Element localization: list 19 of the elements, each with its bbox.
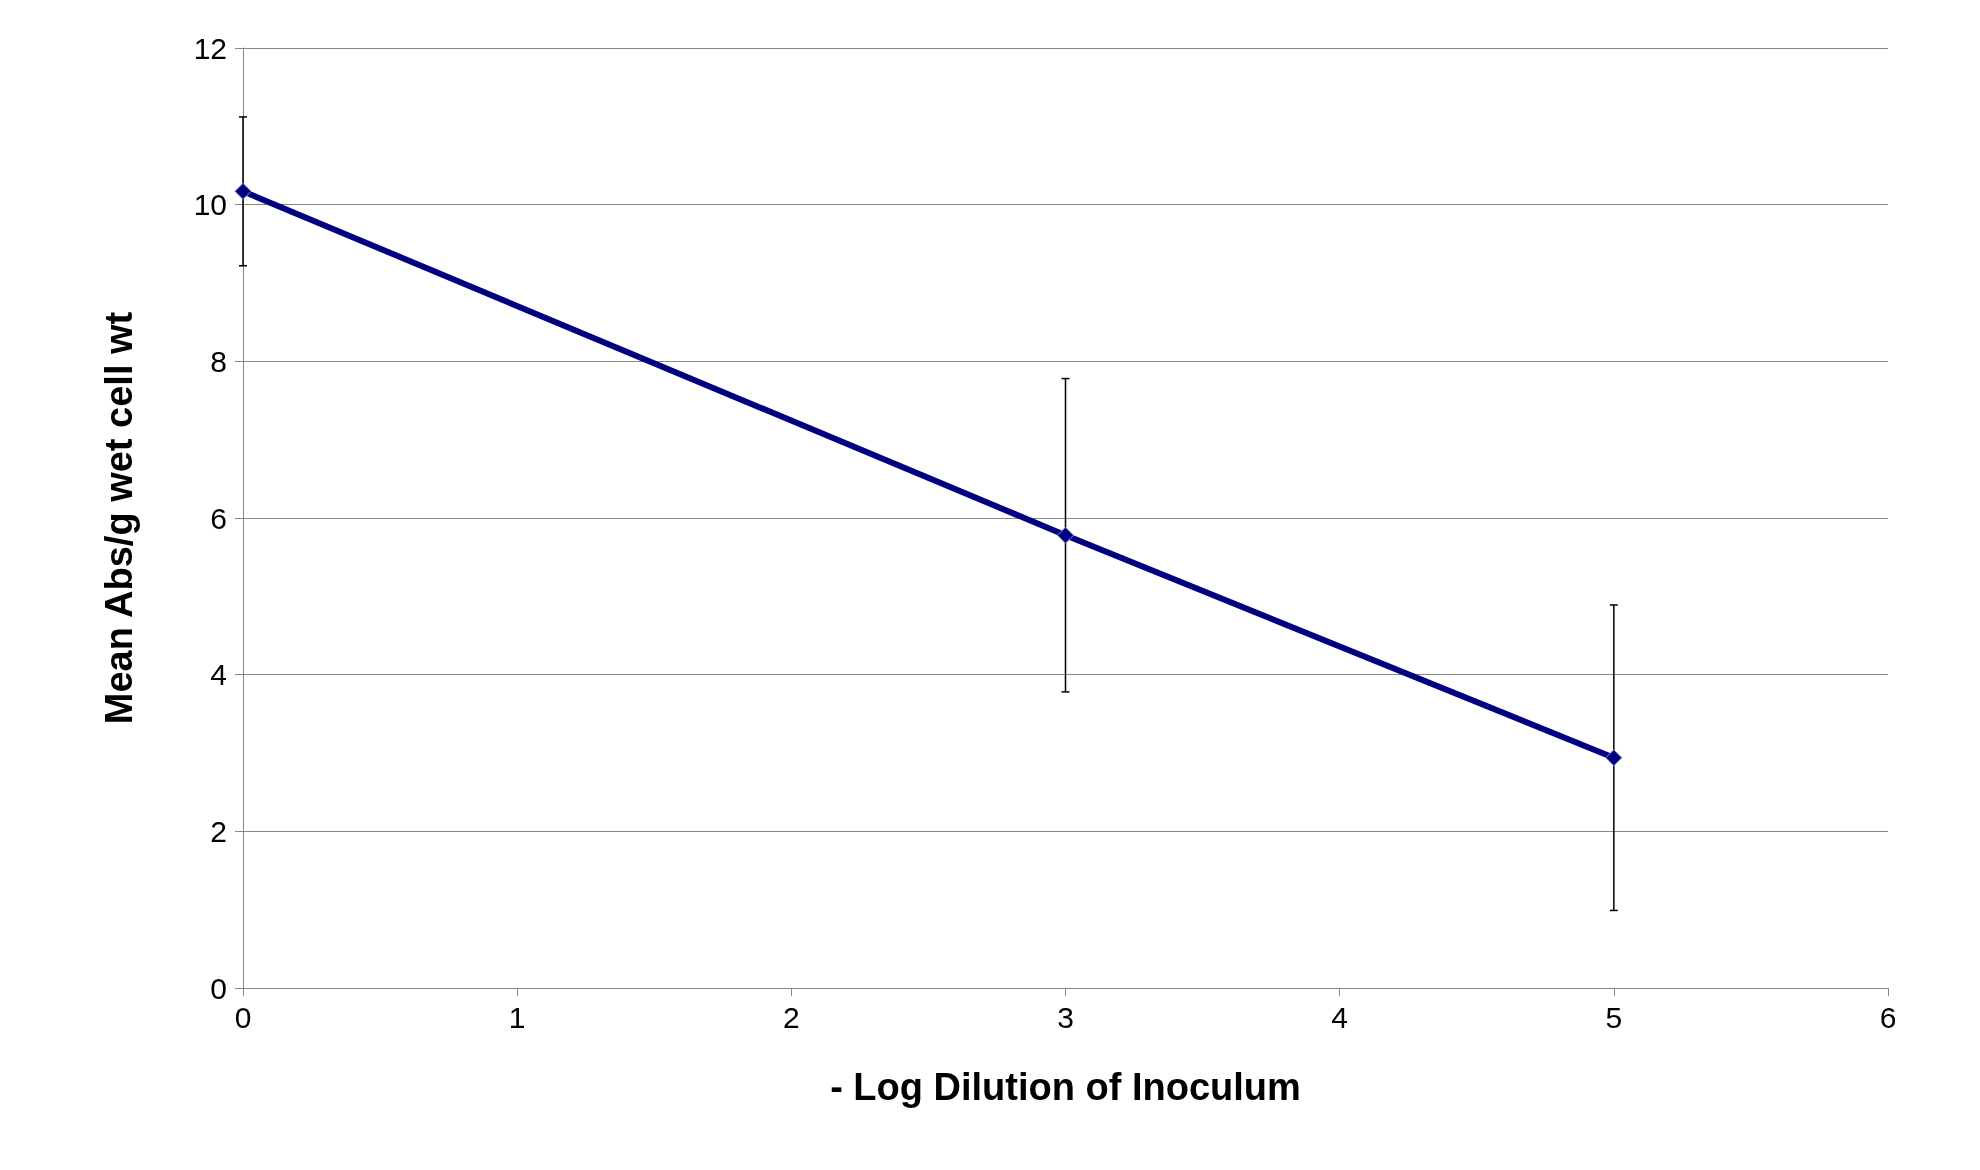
x-tick-label: 1 [508, 1000, 526, 1034]
point [1605, 749, 1623, 767]
x-tick-label: 5 [1605, 1000, 1623, 1034]
x-axis-title: - Log Dilution of Inoculum [830, 1066, 1301, 1108]
point [1057, 526, 1074, 544]
x-tick-label: 0 [234, 1000, 252, 1034]
y-tick-label: 6 [210, 501, 227, 535]
y-tick-label: 12 [193, 31, 227, 65]
x-tick-label: 6 [1879, 1000, 1897, 1034]
y-tick-label: 10 [193, 188, 227, 222]
x-tick-label: 2 [782, 1000, 800, 1034]
y-tick-label: 4 [210, 658, 227, 692]
y-axis-title: Mean Abs/g wet cell wt [98, 311, 140, 725]
y-tick-label: 2 [210, 814, 227, 848]
y-tick-label: 0 [210, 971, 227, 1005]
x-tick-label: 3 [1057, 1000, 1074, 1034]
point [234, 182, 252, 200]
x-tick-label: 4 [1331, 1000, 1349, 1034]
y-tick-label: 8 [210, 344, 227, 378]
